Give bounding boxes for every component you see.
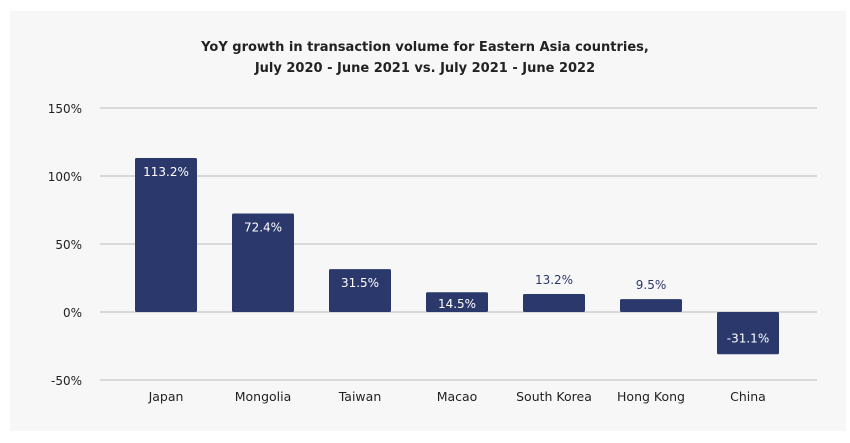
y-tick-label: 150% [48, 102, 82, 116]
bar-mongolia [232, 213, 294, 312]
bar-china [717, 312, 779, 355]
data-label: -31.1% [727, 331, 769, 345]
x-tick-label: South Korea [516, 389, 592, 404]
bar-macao [426, 292, 488, 312]
data-label: 14.5% [438, 297, 476, 311]
chart-title-block: YoY growth in transaction volume for Eas… [0, 0, 850, 79]
chart-title: YoY growth in transaction volume for Eas… [201, 40, 649, 55]
x-tick-label: Hong Kong [617, 389, 685, 404]
x-tick-label: China [730, 389, 766, 404]
bar-japan [135, 158, 197, 312]
bar-taiwan [329, 269, 391, 312]
x-tick-label: Macao [437, 389, 478, 404]
x-tick-label: Taiwan [338, 389, 382, 404]
data-label: 31.5% [341, 276, 379, 290]
data-label: 9.5% [636, 278, 667, 292]
bar-south-korea [523, 294, 585, 312]
y-tick-label: -50% [51, 374, 82, 388]
data-label: 113.2% [143, 165, 189, 179]
chart-subtitle: July 2020 - June 2021 vs. July 2021 - Ju… [254, 61, 596, 76]
y-tick-label: 100% [48, 170, 82, 184]
data-label: 72.4% [244, 221, 282, 235]
data-label: 13.2% [535, 273, 573, 287]
x-tick-label: Japan [148, 389, 184, 404]
x-tick-label: Mongolia [235, 389, 292, 404]
bar-hong-kong [620, 299, 682, 312]
y-tick-label: 50% [55, 238, 82, 252]
y-tick-label: 0% [63, 306, 82, 320]
